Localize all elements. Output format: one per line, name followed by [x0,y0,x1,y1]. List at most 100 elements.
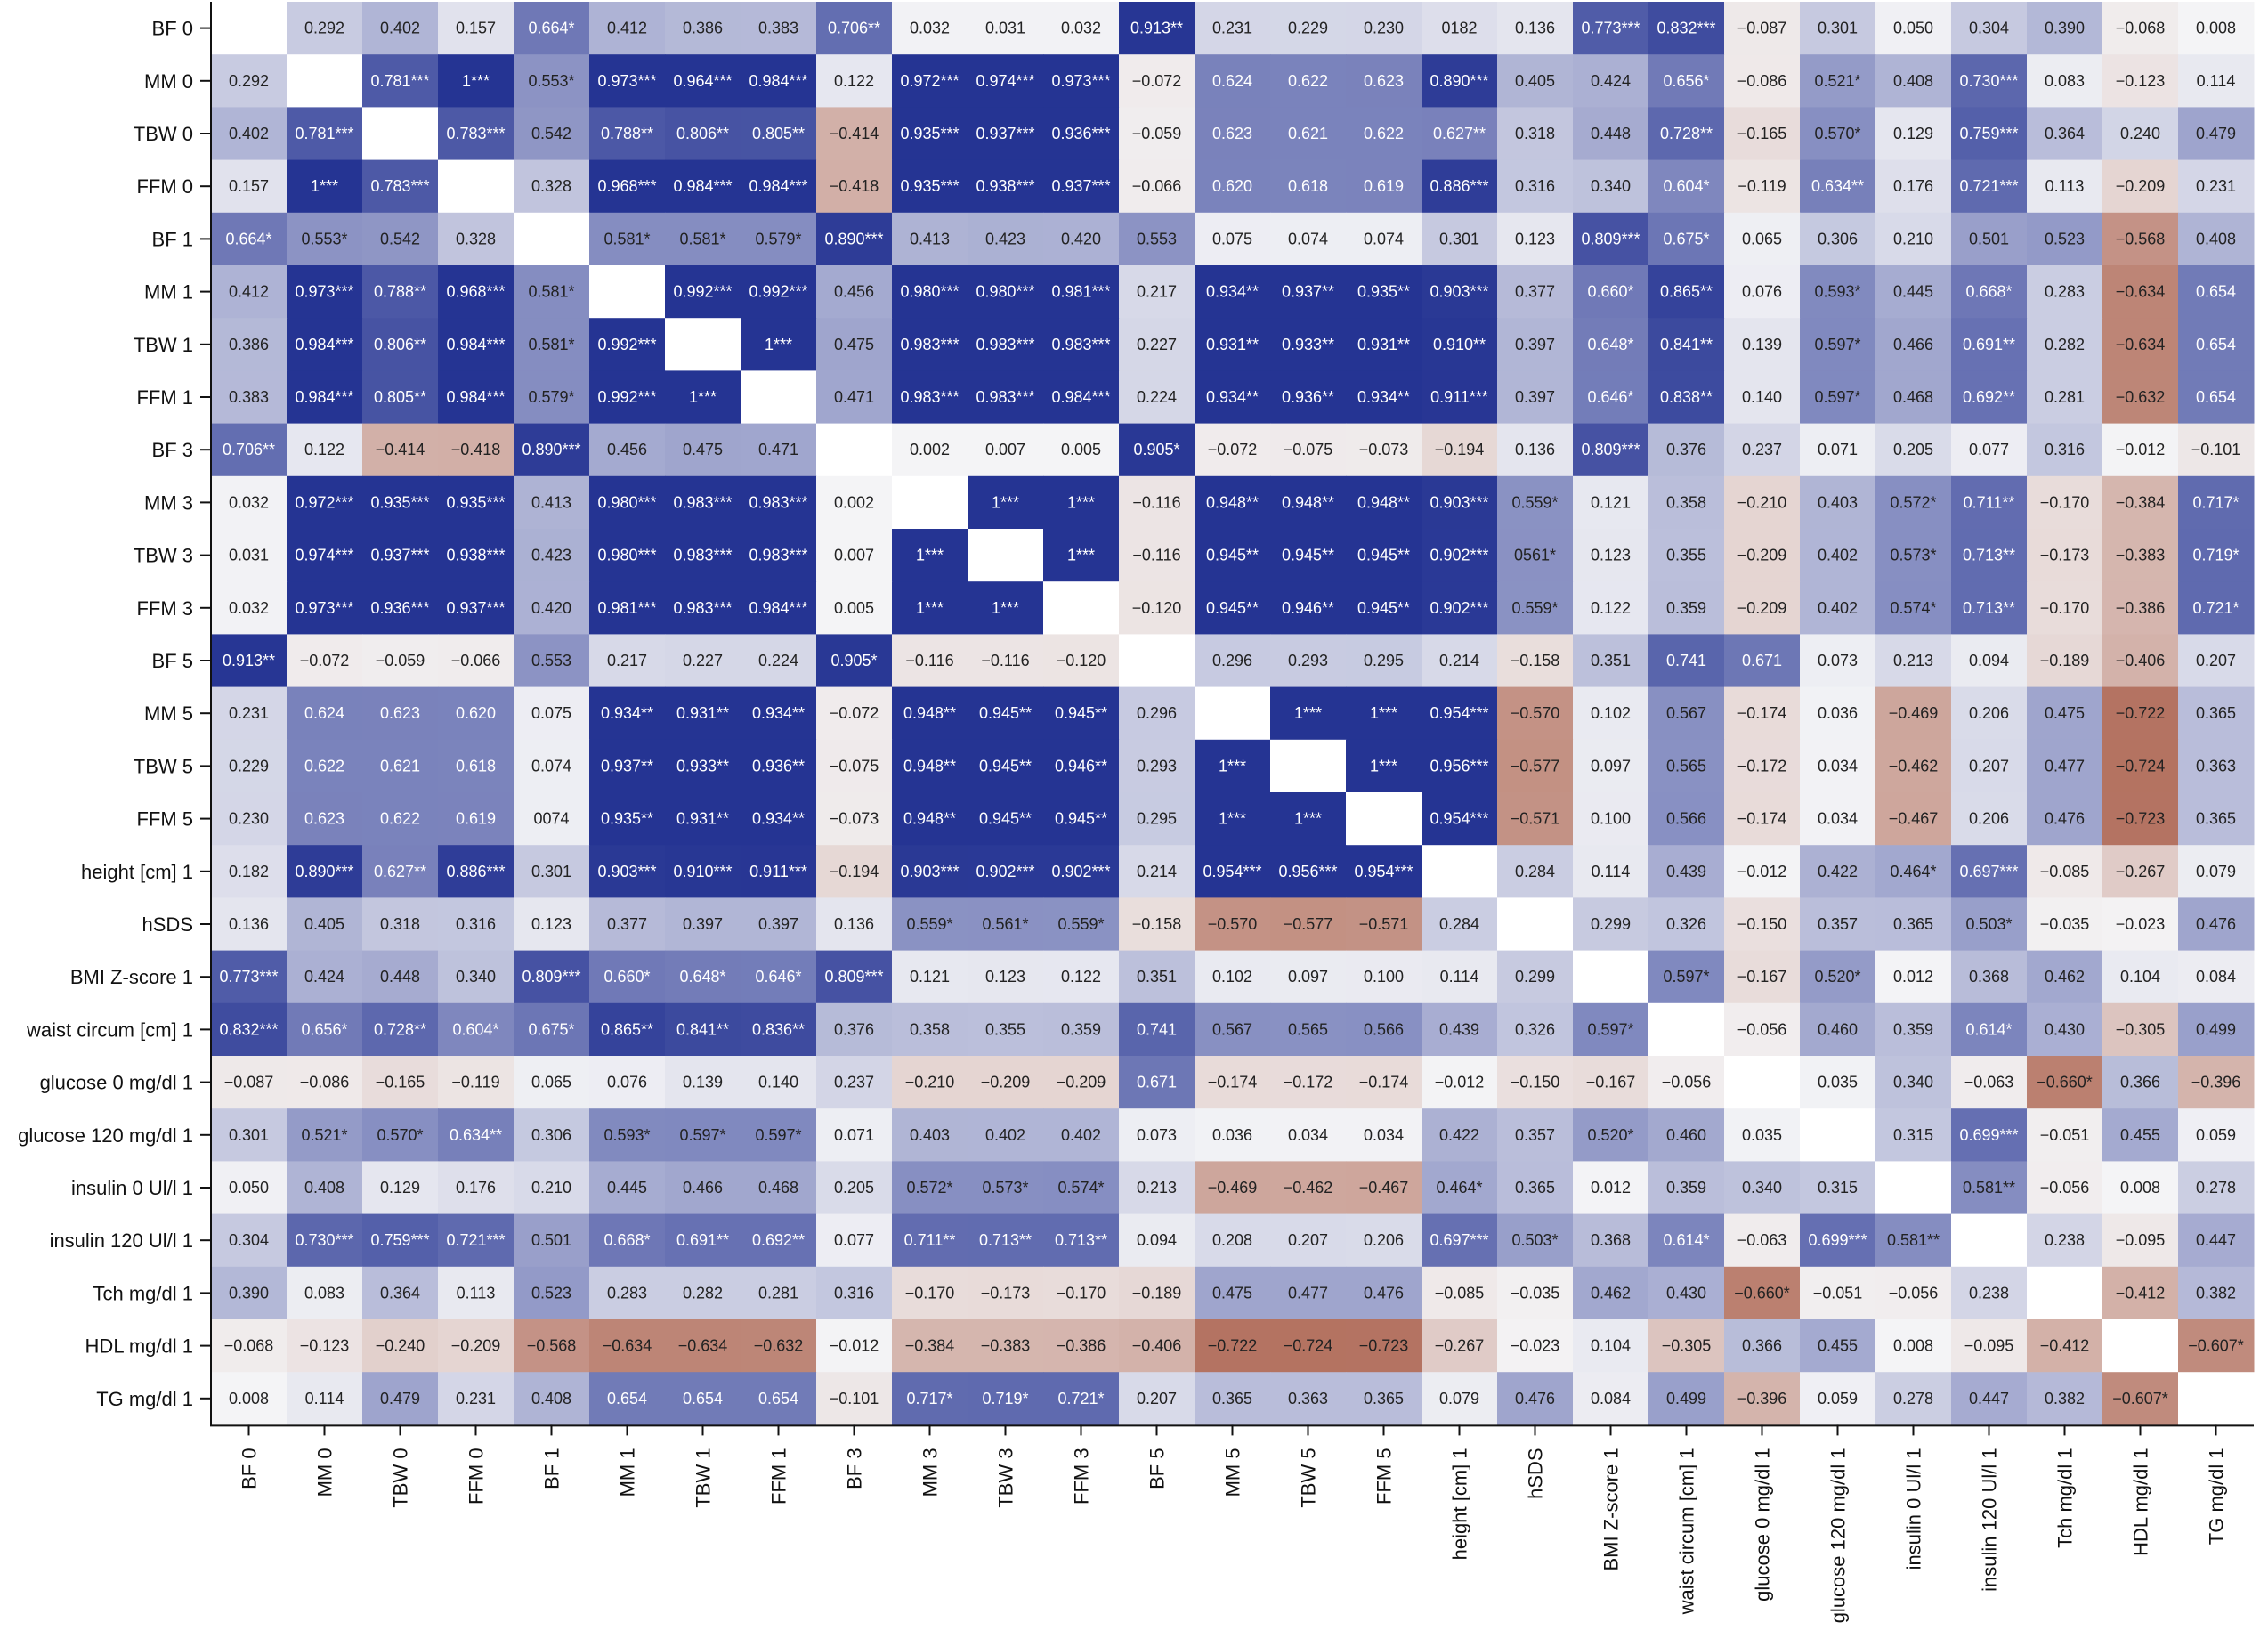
cell-value-label: 0.910** [1433,336,1486,353]
heatmap-cell [2178,54,2255,108]
heatmap-cell [1422,1056,1498,1109]
cell-value-label: 0.315 [1818,1179,1858,1197]
cell-value-label: 0.397 [758,915,798,933]
cell-value-label: −0.469 [1889,704,1939,722]
column-tick-label: TBW 0 [390,1448,412,1507]
heatmap-cell [1346,2,1422,55]
heatmap-cell [1346,897,1422,952]
heatmap-cell [211,1319,288,1373]
heatmap-cell [589,1319,666,1373]
cell-value-label: 0.050 [229,1179,269,1197]
heatmap-cell [968,265,1044,319]
cell-value-label: −0.051 [2040,1126,2090,1144]
heatmap-cell [2102,529,2179,582]
cell-value-label: 0.217 [1137,283,1177,301]
heatmap-cell [1043,1319,1120,1373]
cell-value-label: 0.648* [1587,336,1633,353]
cell-value-label: 0.114 [305,1390,344,1408]
heatmap-cell [1800,634,1876,688]
heatmap-cell [1346,54,1422,108]
heatmap-cell [665,739,741,793]
heatmap-cell [1573,1266,1649,1320]
heatmap-cell [438,159,514,214]
heatmap-cell [1800,1161,1876,1215]
heatmap-cell [1043,845,1120,898]
cell-value-label: 0.983*** [900,336,959,353]
heatmap-cell [1724,529,1801,582]
cell-value-label: 0.623 [304,810,344,828]
cell-value-label: 0.283 [2045,283,2085,301]
cell-value-label: 0.368 [1969,968,2009,986]
cell-value-label: 0.956*** [1278,863,1337,880]
heatmap-cell [438,212,514,266]
cell-value-label: 0.074 [1288,230,1328,247]
heatmap-cell [287,581,363,635]
column-tick-label: TBW 5 [1298,1448,1320,1507]
heatmap-cell [2102,159,2179,214]
cell-value-label: 0.077 [1969,441,2009,458]
cell-value-label: 0.945** [979,704,1032,722]
cell-value-label: −0.063 [1737,1231,1787,1249]
heatmap-cell [1195,212,1271,266]
cell-value-label: 0.121 [910,968,950,986]
cell-value-label: −0.023 [1511,1337,1560,1355]
heatmap-cell [741,54,817,108]
heatmap-cell [514,581,590,635]
heatmap-cell [816,1108,893,1162]
heatmap-cell [438,1372,514,1425]
heatmap-cell [589,1002,666,1057]
cell-value-label: 0.805** [374,388,426,406]
cell-value-label: 0.476 [2196,915,2236,933]
heatmap-cell [892,686,968,741]
cell-value-label: 0.476 [1515,1390,1555,1408]
heatmap-cell [1346,529,1422,582]
heatmap-cell [1043,581,1120,635]
cell-value-label: 0.935** [1357,283,1410,301]
cell-value-label: 0.420 [531,599,571,617]
cell-value-label: −0.123 [300,1337,350,1355]
cell-value-label: 0.206 [1969,810,2009,828]
cell-value-label: 0.721* [1057,1390,1104,1408]
cell-value-label: −0.059 [376,652,425,669]
heatmap-cell [741,265,817,319]
heatmap-cell [1951,107,2028,161]
cell-value-label: 0.721*** [1959,177,2018,195]
heatmap-cell [1422,475,1498,530]
heatmap-cell [589,529,666,582]
cell-value-label: 0.931** [1206,336,1259,353]
cell-value-label: 0.224 [758,652,798,669]
heatmap-cell [1951,370,2028,425]
cell-value-label: 0.238 [1969,1284,2009,1302]
heatmap-cell [968,634,1044,688]
heatmap-cell [1800,581,1876,635]
heatmap-cell [1346,1002,1422,1057]
cell-value-label: 0.992*** [673,283,732,301]
heatmap-cell [438,370,514,425]
heatmap-cell [2027,1266,2103,1320]
heatmap-cell [1497,1266,1574,1320]
cell-value-label: 0.597* [755,1126,801,1144]
heatmap-cell [1573,370,1649,425]
cell-value-label: −0.723 [1359,1337,1409,1355]
heatmap-cell [1422,2,1498,55]
heatmap-cell [2027,634,2103,688]
cell-value-label: −0.210 [1737,493,1787,511]
heatmap-cell [2027,370,2103,425]
heatmap-cell [1270,739,1347,793]
cell-value-label: −0.462 [1889,757,1939,775]
cell-value-label: 0.383 [229,388,269,406]
heatmap-cell [1497,1319,1574,1373]
cell-value-label: 0.278 [2196,1179,2236,1197]
cell-value-label: 0.841** [1660,336,1713,353]
cell-value-label: 0.621 [380,757,420,775]
cell-value-label: 0.468 [1893,388,1933,406]
heatmap-cell [2102,423,2179,477]
heatmap-cell [1648,845,1725,898]
heatmap-cell [2102,1266,2179,1320]
cell-value-label: 0.660* [603,968,650,986]
heatmap-cell [741,159,817,214]
heatmap-cell [2027,1161,2103,1215]
heatmap-cell [892,2,968,55]
heatmap-cell [1800,1108,1876,1162]
heatmap-cell [968,1319,1044,1373]
